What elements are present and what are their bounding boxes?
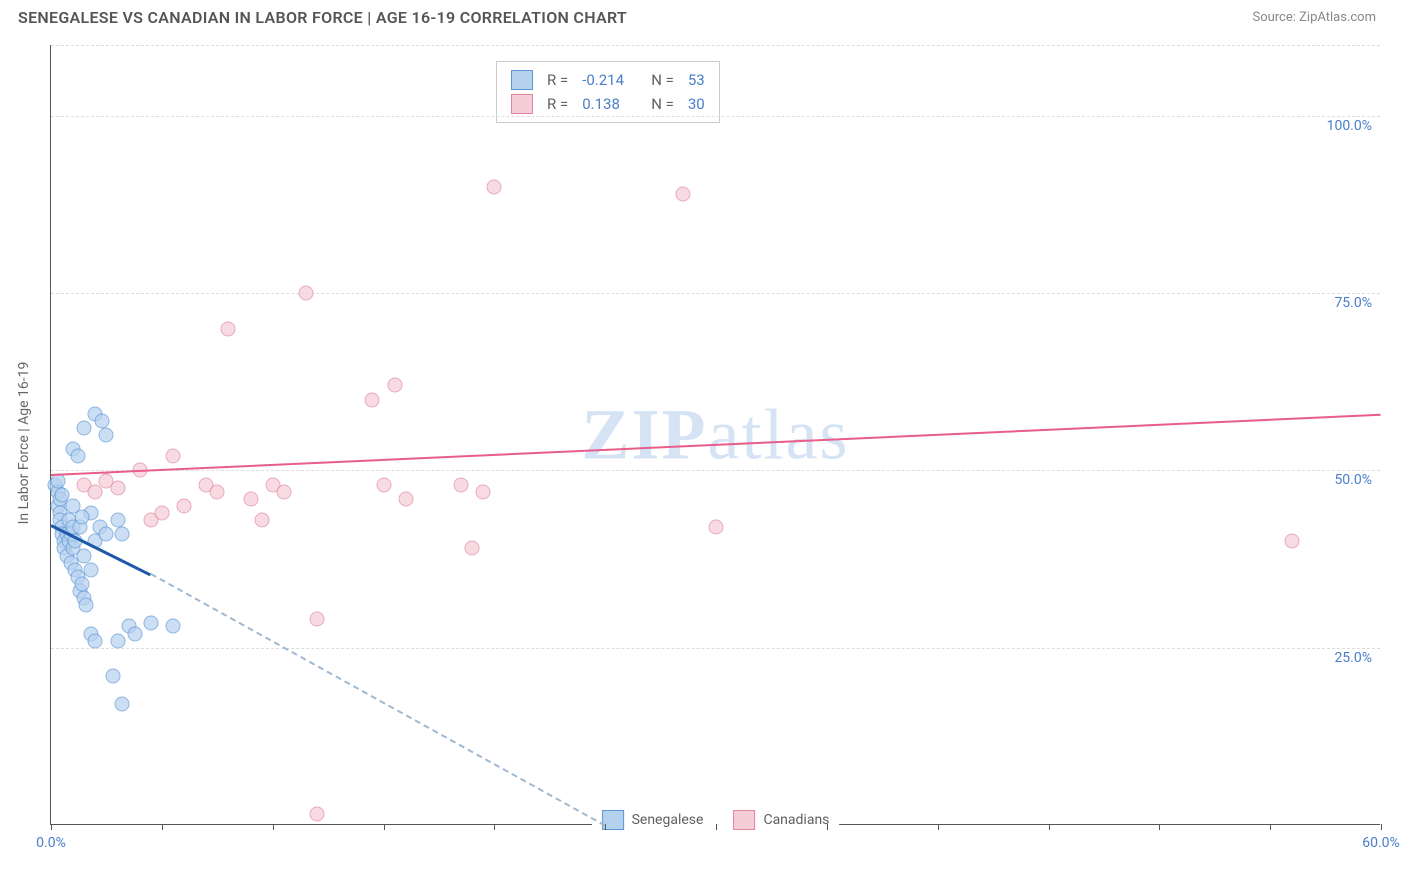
stats-n-value: 30 [688,95,705,113]
data-point-senegalese [75,576,90,591]
data-point-canadians [365,392,380,407]
data-point-canadians [476,484,491,499]
data-point-senegalese [70,449,85,464]
data-point-canadians [154,506,169,521]
y-axis-label: In Labor Force | Age 16-19 [16,362,32,525]
x-tick [1270,824,1271,830]
chart-title: SENEGALESE VS CANADIAN IN LABOR FORCE | … [18,8,627,27]
legend-swatch [511,70,533,90]
data-point-senegalese [114,527,129,542]
stats-n-label: N = [651,71,674,89]
x-tick [384,824,385,830]
chart-source: Source: ZipAtlas.com [1252,10,1376,25]
legend-swatch [511,94,533,114]
data-point-senegalese [99,428,114,443]
data-point-canadians [398,491,413,506]
bottom-legend-item: Senegalese [602,810,704,830]
plot-area: ZIPatlas R = -0.214 N = 53 R = 0.138 N = 30 Sen… [50,45,1380,825]
data-point-canadians [298,286,313,301]
legend-label: Senegalese [632,812,704,828]
y-tick-label: 100.0% [1327,118,1372,134]
data-point-senegalese [114,697,129,712]
data-point-canadians [254,513,269,528]
chart-container: In Labor Force | Age 16-19 ZIPatlas R =-… [0,35,1406,855]
stats-r-value: 0.138 [582,95,637,113]
stats-r-label: R = [547,71,568,89]
x-tick [716,824,717,830]
grid-line [51,45,1380,46]
data-point-canadians [675,186,690,201]
stats-n-value: 53 [688,71,705,89]
stats-legend: R = -0.214 N = 53 R = 0.138 N = 30 [496,61,720,123]
data-point-canadians [210,484,225,499]
data-point-canadians [110,481,125,496]
chart-header: SENEGALESE VS CANADIAN IN LABOR FORCE | … [0,0,1406,35]
data-point-canadians [310,612,325,627]
data-point-canadians [243,491,258,506]
data-point-canadians [1285,534,1300,549]
watermark-bold: ZIP [582,394,708,474]
data-point-canadians [465,541,480,556]
data-point-canadians [387,378,402,393]
y-tick-label: 75.0% [1334,295,1372,311]
data-point-canadians [177,498,192,513]
data-point-senegalese [106,669,121,684]
data-point-canadians [310,807,325,822]
stats-legend-row: R = 0.138 N = 30 [511,92,705,116]
data-point-senegalese [128,626,143,641]
x-tick-label: 60.0% [1362,835,1400,851]
data-point-canadians [709,520,724,535]
x-tick [938,824,939,830]
x-tick [1049,824,1050,830]
x-tick [162,824,163,830]
y-tick-label: 50.0% [1334,472,1372,488]
data-point-canadians [276,484,291,499]
legend-label: Canadians [763,812,829,828]
x-tick [494,824,495,830]
stats-legend-row: R = -0.214 N = 53 [511,68,705,92]
data-point-senegalese [99,527,114,542]
data-point-senegalese [79,598,94,613]
trend-line-dashed [150,573,605,826]
legend-swatch [733,810,755,830]
x-tick-label: 0.0% [36,835,66,851]
data-point-senegalese [83,562,98,577]
data-point-senegalese [94,413,109,428]
x-tick [51,824,52,830]
x-tick [1381,824,1382,830]
y-tick-label: 25.0% [1334,650,1372,666]
x-tick [273,824,274,830]
data-point-senegalese [88,633,103,648]
stats-n-label: N = [651,95,674,113]
data-point-senegalese [143,615,158,630]
watermark-rest: atlas [708,394,850,474]
grid-line [51,470,1380,471]
x-tick [1159,824,1160,830]
data-point-senegalese [77,548,92,563]
stats-r-value: -0.214 [582,71,637,89]
watermark: ZIPatlas [582,393,850,476]
grid-line [51,648,1380,649]
data-point-senegalese [165,619,180,634]
data-point-senegalese [77,420,92,435]
x-tick [827,824,828,830]
bottom-legend-item: Canadians [733,810,829,830]
data-point-senegalese [110,513,125,528]
data-point-canadians [376,477,391,492]
data-point-canadians [454,477,469,492]
grid-line [51,116,1380,117]
data-point-canadians [221,321,236,336]
data-point-senegalese [110,633,125,648]
stats-r-label: R = [547,95,568,113]
grid-line [51,293,1380,294]
data-point-canadians [487,179,502,194]
data-point-senegalese [75,509,90,524]
trend-line [51,414,1381,476]
data-point-canadians [165,449,180,464]
